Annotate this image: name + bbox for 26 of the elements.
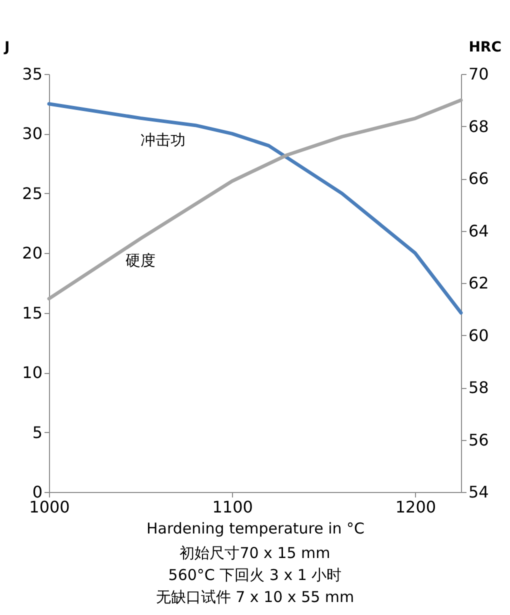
- text: 无缺口试件 7 x 10 x 55 mm: [154, 587, 356, 608]
- y-tick-label: 20: [22, 244, 42, 263]
- y2-tick-label: 64: [468, 221, 489, 240]
- y2-tick-label: 68: [468, 116, 489, 136]
- y-tick-label: 10: [22, 363, 42, 382]
- y-tick-label: 30: [22, 124, 42, 144]
- y-tick-label: 15: [22, 303, 42, 322]
- y-axis-title: J: [4, 40, 10, 56]
- y2-tick-label: 62: [468, 274, 489, 292]
- y2-tick-label: 56: [468, 430, 489, 450]
- y2-axis-title: HRC: [468, 40, 502, 56]
- text: 初始尺寸70 x 15 mm: [178, 543, 332, 564]
- y2-tick-label: 66: [468, 169, 489, 188]
- x-tick-label: 1100: [212, 498, 253, 516]
- y-tick-label: 5: [32, 422, 42, 442]
- y2-tick-label: 60: [468, 326, 489, 345]
- y2-tick-label: 70: [468, 64, 489, 84]
- x-tick-label: 1200: [395, 498, 436, 516]
- x-axis-title: Hardening temperature in °C: [146, 520, 365, 538]
- y-tick-label: 25: [22, 184, 42, 203]
- series-label: 硬度: [126, 252, 156, 270]
- y-tick-label: 35: [22, 64, 42, 84]
- series-label: 冲击功: [140, 131, 186, 150]
- y2-tick-label: 58: [468, 378, 489, 397]
- y2-tick-label: 54: [468, 482, 489, 502]
- text: 560°C 下回火 3 x 1 小时: [167, 565, 343, 586]
